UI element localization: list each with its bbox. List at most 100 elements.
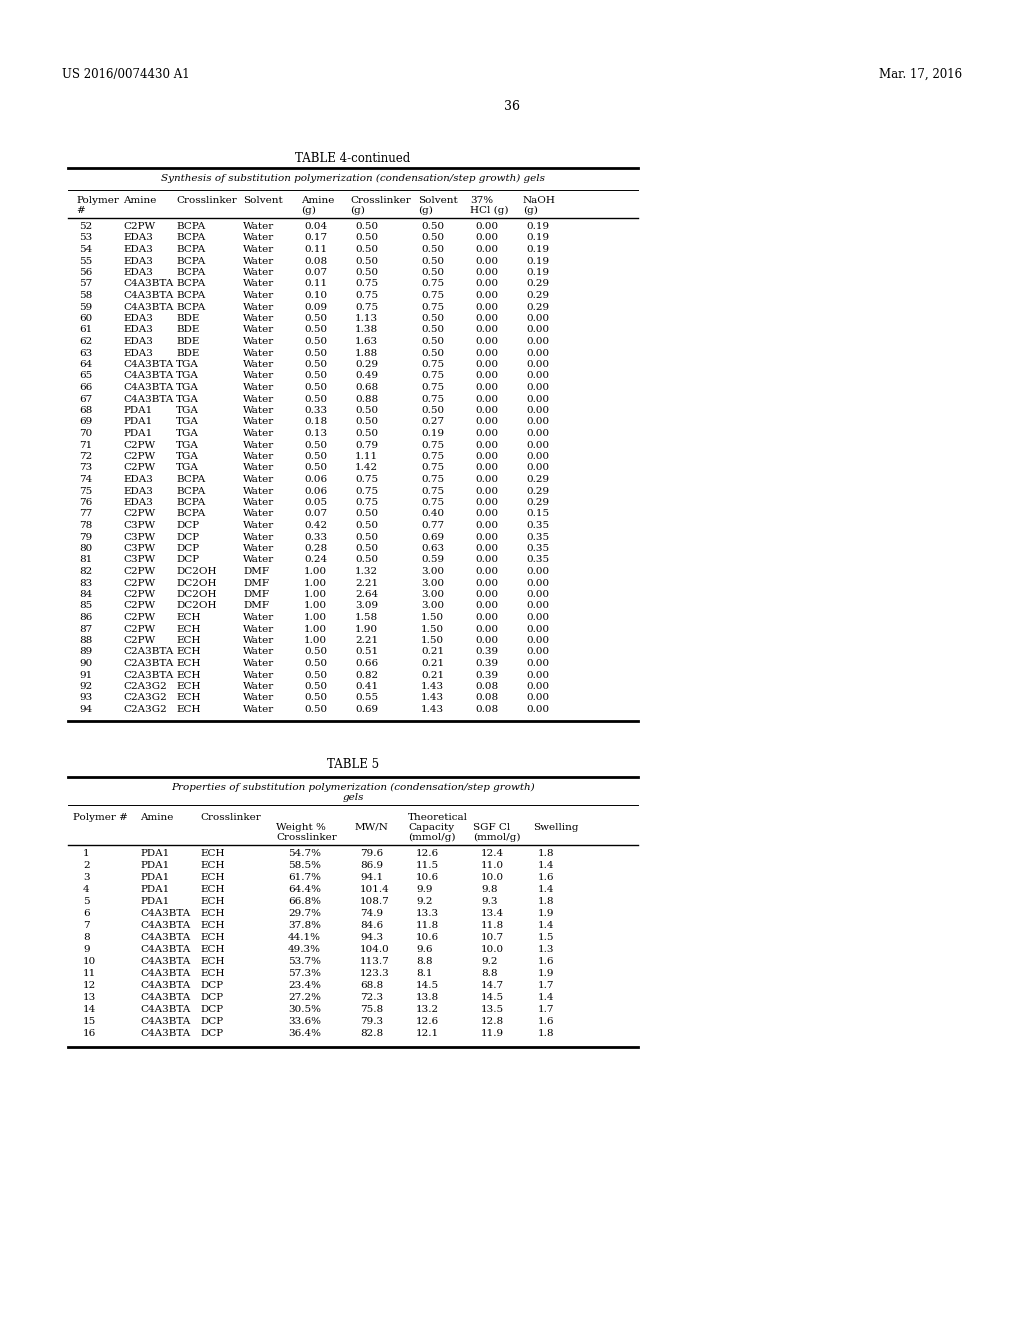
Text: DCP: DCP [200,1028,223,1038]
Text: C2PW: C2PW [123,222,155,231]
Text: Water: Water [243,290,274,300]
Text: SGF Cl: SGF Cl [473,822,510,832]
Text: Water: Water [243,348,274,358]
Text: 0.00: 0.00 [475,544,498,553]
Text: BCPA: BCPA [176,475,205,484]
Text: BCPA: BCPA [176,222,205,231]
Text: 0.50: 0.50 [304,693,327,702]
Text: EDA3: EDA3 [123,475,153,484]
Text: 1.13: 1.13 [355,314,378,323]
Text: BCPA: BCPA [176,290,205,300]
Text: 0.00: 0.00 [475,326,498,334]
Text: 0.41: 0.41 [355,682,378,690]
Text: 9.8: 9.8 [481,884,498,894]
Text: BCPA: BCPA [176,268,205,277]
Text: 0.29: 0.29 [526,487,549,495]
Text: 1.8: 1.8 [538,1028,555,1038]
Text: 11.5: 11.5 [416,861,439,870]
Text: BCPA: BCPA [176,256,205,265]
Text: 0.75: 0.75 [421,475,444,484]
Text: 76: 76 [79,498,92,507]
Text: 0.19: 0.19 [526,256,549,265]
Text: 0.00: 0.00 [526,671,549,680]
Text: 12.1: 12.1 [416,1028,439,1038]
Text: Water: Water [243,532,274,541]
Text: 0.50: 0.50 [355,222,378,231]
Text: 0.50: 0.50 [355,256,378,265]
Text: Amine: Amine [123,195,157,205]
Text: 0.88: 0.88 [355,395,378,404]
Text: 70: 70 [79,429,92,438]
Text: C2PW: C2PW [123,451,155,461]
Text: BCPA: BCPA [176,246,205,253]
Text: 0.50: 0.50 [304,326,327,334]
Text: Solvent: Solvent [243,195,283,205]
Text: 0.50: 0.50 [355,556,378,565]
Text: DMF: DMF [243,578,269,587]
Text: 66.8%: 66.8% [288,896,321,906]
Text: ECH: ECH [200,945,224,953]
Text: 9.2: 9.2 [416,896,432,906]
Text: 8.8: 8.8 [416,957,432,965]
Text: 10.0: 10.0 [481,873,504,882]
Text: 0.00: 0.00 [475,280,498,289]
Text: DCP: DCP [176,556,199,565]
Text: 0.00: 0.00 [526,590,549,599]
Text: Water: Water [243,441,274,450]
Text: 81: 81 [79,556,92,565]
Text: Water: Water [243,682,274,690]
Text: 0.75: 0.75 [355,302,378,312]
Text: 0.11: 0.11 [304,280,327,289]
Text: 0.11: 0.11 [304,246,327,253]
Text: Water: Water [243,302,274,312]
Text: PDA1: PDA1 [140,896,169,906]
Text: 0.00: 0.00 [526,383,549,392]
Text: DCP: DCP [200,993,223,1002]
Text: 1.4: 1.4 [538,884,555,894]
Text: 0.35: 0.35 [526,521,549,531]
Text: 0.50: 0.50 [304,451,327,461]
Text: Mar. 17, 2016: Mar. 17, 2016 [879,69,962,81]
Text: 9.3: 9.3 [481,896,498,906]
Text: 1.43: 1.43 [421,705,444,714]
Text: Water: Water [243,395,274,404]
Text: 0.50: 0.50 [355,268,378,277]
Text: 0.35: 0.35 [526,556,549,565]
Text: 1.63: 1.63 [355,337,378,346]
Text: 0.50: 0.50 [304,348,327,358]
Text: 64.4%: 64.4% [288,884,321,894]
Text: 0.00: 0.00 [526,371,549,380]
Text: ECH: ECH [200,908,224,917]
Text: C4A3BTA: C4A3BTA [140,1005,190,1014]
Text: 74: 74 [79,475,92,484]
Text: Water: Water [243,556,274,565]
Text: 59: 59 [79,302,92,312]
Text: 0.75: 0.75 [421,280,444,289]
Text: EDA3: EDA3 [123,326,153,334]
Text: gels: gels [342,793,364,803]
Text: Water: Water [243,612,274,622]
Text: BDE: BDE [176,314,200,323]
Text: 0.50: 0.50 [304,360,327,370]
Text: 0.00: 0.00 [526,417,549,426]
Text: 0.50: 0.50 [421,246,444,253]
Text: PDA1: PDA1 [140,849,169,858]
Text: 0.00: 0.00 [475,568,498,576]
Text: Water: Water [243,371,274,380]
Text: 30.5%: 30.5% [288,1005,321,1014]
Text: 0.50: 0.50 [304,671,327,680]
Text: 0.75: 0.75 [355,290,378,300]
Text: C2PW: C2PW [123,568,155,576]
Text: 12: 12 [83,981,96,990]
Text: Water: Water [243,417,274,426]
Text: 0.69: 0.69 [355,705,378,714]
Text: Weight %: Weight % [276,822,326,832]
Text: C4A3BTA: C4A3BTA [140,1016,190,1026]
Text: 0.00: 0.00 [475,246,498,253]
Text: BDE: BDE [176,326,200,334]
Text: 93: 93 [79,693,92,702]
Text: 1.42: 1.42 [355,463,378,473]
Text: C4A3BTA: C4A3BTA [140,969,190,978]
Text: 8.1: 8.1 [416,969,432,978]
Text: C4A3BTA: C4A3BTA [123,302,173,312]
